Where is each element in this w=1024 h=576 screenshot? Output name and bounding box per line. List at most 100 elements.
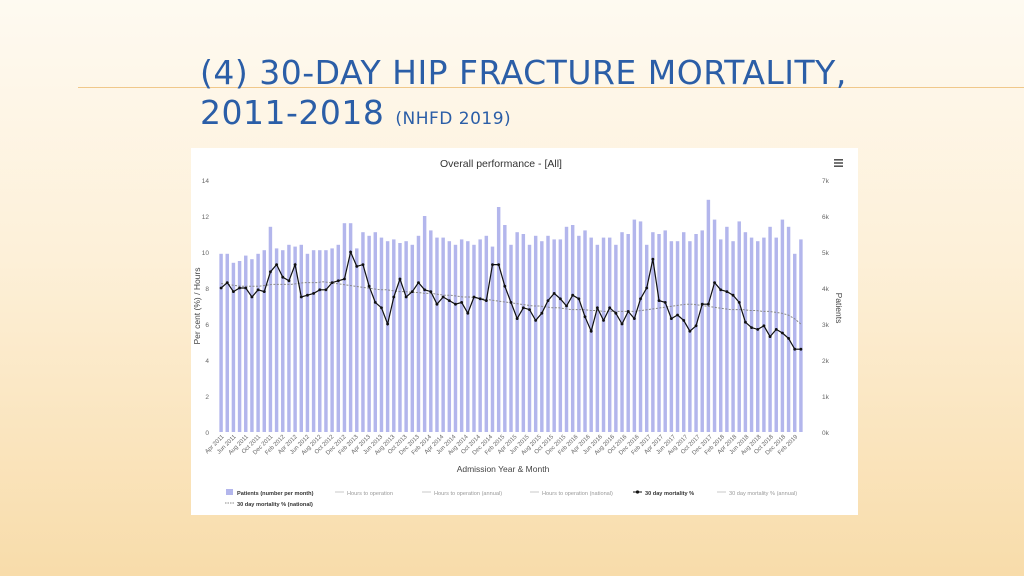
mortality-point [404,295,408,299]
patients-bar [564,226,569,432]
patients-bar [756,241,760,432]
mortality-point [423,288,427,292]
y-right-tick-1: 1k [822,394,830,401]
mortality-point [750,326,753,329]
mortality-point [330,281,334,284]
patients-bar [638,221,643,432]
mortality-point [558,297,562,301]
mortality-point [719,288,723,292]
y-left-tick-4: 8 [205,286,209,293]
mortality-point [645,286,649,290]
mortality-point [521,306,525,310]
patients-bar [651,232,655,432]
mortality-point [608,306,612,310]
patients-bar [657,234,661,432]
mortality-point [565,304,568,308]
chart-panel: Overall performance - [All] 0 2 4 6 8 10 12 14 … [191,148,858,515]
mortality-point [669,317,673,320]
patients-bar [287,244,291,432]
patients-bar [392,239,396,432]
mortality-point [571,293,575,297]
mortality-point [250,295,254,299]
patients-bar [348,223,353,432]
y-right-tick-5: 5k [822,250,830,257]
legend-item[interactable]: Patients (number per month) [226,489,314,497]
mortality-point [232,290,235,293]
legend-swatch [226,489,233,495]
patients-bar [459,239,464,432]
mortality-point [793,347,797,351]
y-right-tick-6: 6k [822,214,830,221]
patients-bar [219,253,223,432]
patients-bar [688,241,692,432]
legend-item[interactable]: Hours to operation (annual) [422,491,502,497]
y-left-tick-3: 6 [205,322,209,329]
patients-bar [540,241,544,432]
patients-bar [700,230,704,432]
patients-bar [589,237,593,432]
legend-item[interactable]: 30 day mortality % (national) [225,502,313,508]
legend-label: 30 day mortality % [645,491,694,497]
mortality-point [318,288,322,292]
mortality-point [244,286,248,290]
patients-bar [725,226,729,432]
mortality-point [651,257,655,261]
mortality-point [466,311,470,315]
mortality-point [737,301,741,304]
patients-bar [780,219,785,432]
hamburger-menu-icon[interactable] [834,159,843,167]
patients-bar [601,237,606,432]
patients-bar [774,237,778,432]
patients-bar [398,243,402,432]
mortality-point [478,297,482,301]
mortality-point [787,337,790,340]
patients-bar [484,235,489,432]
mortality-point [460,301,464,304]
legend-item[interactable]: Hours to operation (national) [530,491,613,497]
mortality-point [534,319,538,322]
patients-bar [719,239,723,432]
patients-bar [225,253,229,432]
legend-label: Hours to operation (annual) [434,491,502,497]
y-axis-right: 0k 1k 2k 3k 4k 5k 6k 7k [822,178,830,437]
mortality-point [694,324,698,328]
patients-bar [762,237,766,432]
mortality-point [577,297,581,301]
patients-bar [669,241,674,432]
patients-bar [607,237,612,432]
patients-bar [305,253,310,432]
patients-bar [342,223,347,432]
legend-item[interactable]: 30 day mortality % (annual) [717,491,797,497]
legend-label: Patients (number per month) [237,491,314,497]
patients-bar [793,253,797,432]
mortality-point [595,306,599,310]
patients-bar [583,230,587,432]
patients-bar [256,253,260,432]
mortality-point [441,295,445,299]
legend-label: Hours to operation (national) [542,491,613,497]
patients-bar [614,244,618,432]
mortality-point [756,328,760,331]
mortality-point [367,284,371,288]
mortality-point [620,322,624,326]
mortality-point [744,320,747,324]
y-axis-left: 0 2 4 6 8 10 12 14 [202,178,210,437]
mortality-point [269,270,272,274]
patients-bar [330,248,334,432]
mortality-point [774,328,778,331]
mortality-point [336,279,340,283]
slide-title-line2: 2011-2018 (NHFD 2019) [200,94,960,138]
mortality-point [725,290,729,293]
patients-bar [681,232,686,432]
mortality-point [343,277,346,281]
patients-bar [410,244,415,432]
legend-item[interactable]: Hours to operation [335,491,393,497]
legend-item[interactable]: 30 day mortality % [633,490,694,497]
patients-bar [663,230,667,432]
patients-bar [558,239,563,432]
patients-bar [367,235,371,432]
legend-label: 30 day mortality % (annual) [729,491,797,497]
y-right-tick-7: 7k [822,178,830,185]
mortality-point [293,263,297,266]
mortality-point [219,286,223,290]
